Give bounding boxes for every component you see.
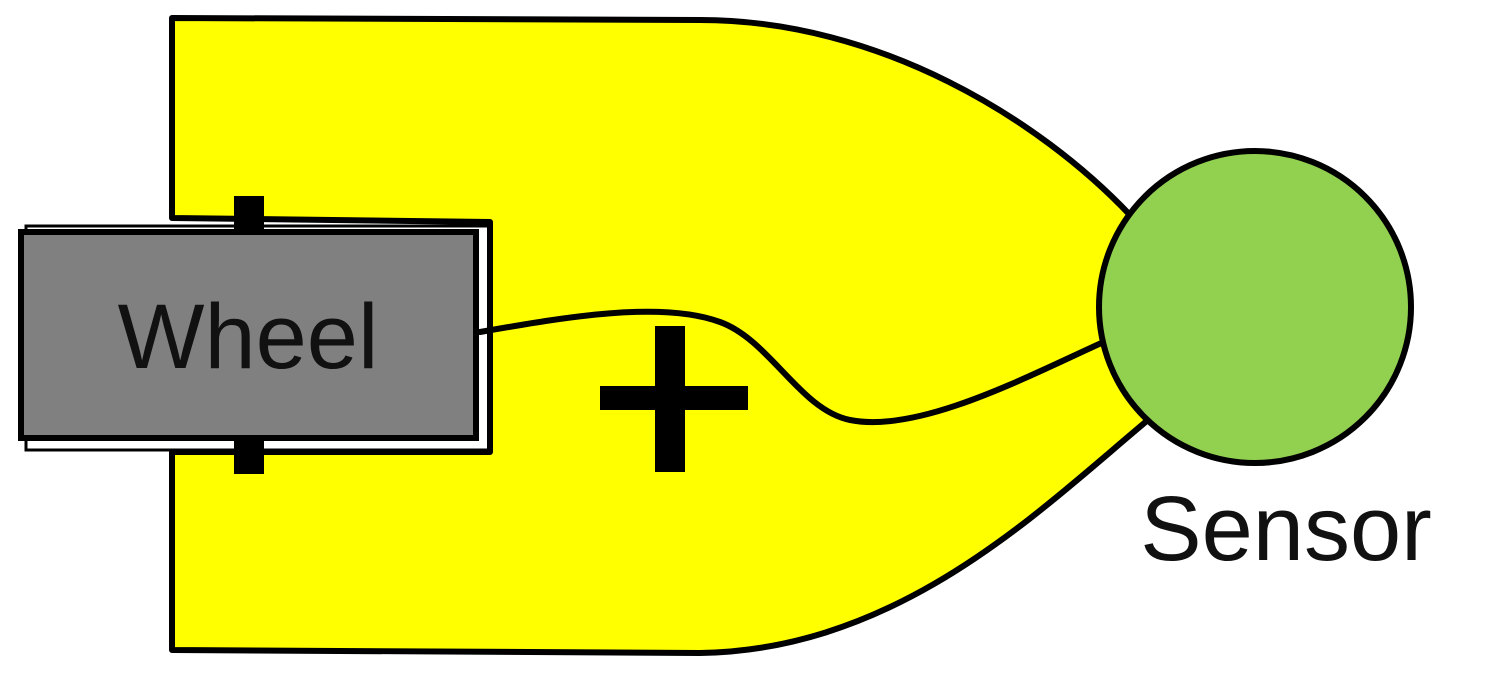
sensor-circle: [1096, 148, 1414, 466]
connection-wire: [477, 308, 1111, 426]
wheel-box: [18, 229, 479, 441]
sensor-label: Sensor: [1140, 478, 1432, 580]
plus-sign-icon: [600, 326, 748, 472]
wheel-label: Wheel: [118, 286, 379, 388]
